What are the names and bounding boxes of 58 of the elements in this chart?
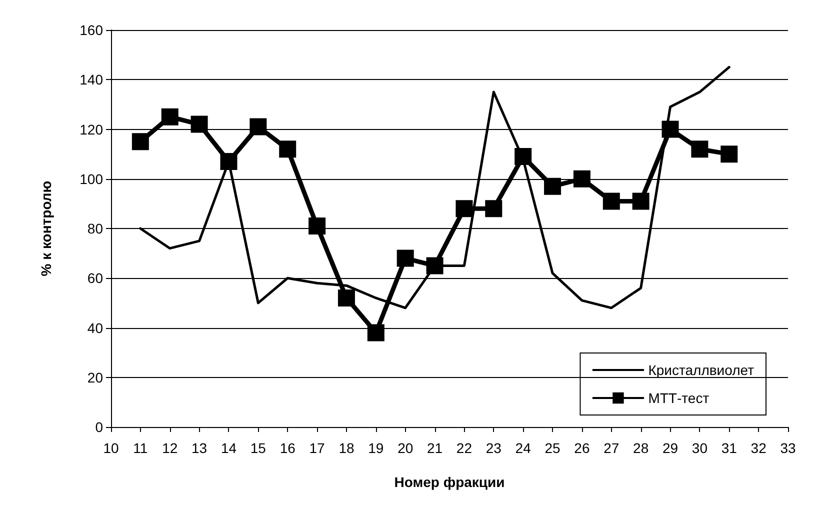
point: [396, 250, 414, 267]
y-tick-label: 100: [80, 170, 104, 187]
point: [456, 200, 473, 218]
x-tick-label: 27: [604, 440, 620, 456]
x-tick-label: 32: [750, 440, 767, 456]
x-tick-label: 31: [721, 440, 738, 456]
x-tick-label: 20: [398, 440, 414, 456]
x-tick-label: 15: [250, 440, 266, 456]
x-tick-label: 23: [486, 440, 502, 456]
point: [161, 108, 178, 126]
point: [485, 200, 502, 218]
y-tick-label: 0: [95, 419, 104, 435]
x-tick-label: 33: [780, 440, 796, 456]
y-tick-label: 20: [87, 369, 104, 386]
point: [602, 192, 620, 210]
point: [691, 140, 708, 158]
x-tick-label: 30: [692, 440, 708, 456]
point: [220, 153, 238, 170]
point: [662, 120, 679, 138]
x-tick-label: 16: [280, 440, 296, 456]
x-tick-label: 14: [220, 440, 237, 456]
x-tick-label: 17: [309, 440, 326, 456]
legend-label: МТТ-тест: [648, 390, 710, 406]
point: [720, 146, 738, 163]
x-tick-label: 21: [426, 440, 443, 456]
y-tick-label: 120: [80, 121, 104, 138]
point: [514, 148, 532, 166]
x-tick-label: 11: [133, 440, 148, 456]
point: [544, 178, 562, 195]
x-tick-label: 22: [456, 440, 472, 456]
x-tick-label: 28: [633, 440, 649, 456]
x-tick-label: 12: [162, 440, 178, 456]
point: [573, 170, 590, 188]
x-tick-label: 10: [103, 440, 119, 456]
y-tick-label: 60: [87, 270, 104, 286]
x-tick-label: 26: [574, 440, 590, 456]
x-tick-label: 13: [192, 440, 208, 456]
x-tick-label: 24: [515, 440, 532, 456]
point: [279, 140, 296, 158]
point: [338, 289, 355, 306]
y-tick-label: 80: [87, 220, 104, 236]
x-tick-label: 18: [338, 440, 354, 456]
x-tick-label: 29: [662, 440, 678, 456]
x-tick-label: 19: [368, 440, 384, 456]
point: [367, 324, 384, 342]
point: [190, 116, 208, 133]
point: [250, 118, 267, 136]
point: [632, 192, 650, 210]
x-axis-title: Номер фракции: [394, 474, 505, 490]
point: [308, 218, 326, 235]
y-axis-title: % к контролю: [38, 180, 54, 276]
point: [132, 133, 149, 150]
y-tick-label: 140: [80, 72, 104, 88]
x-tick-label: 25: [544, 440, 561, 456]
point: [426, 257, 444, 274]
y-tick-label: 160: [80, 22, 104, 38]
legend-label: Кристаллвиолет: [648, 362, 755, 378]
y-tick-label: 40: [87, 320, 104, 336]
